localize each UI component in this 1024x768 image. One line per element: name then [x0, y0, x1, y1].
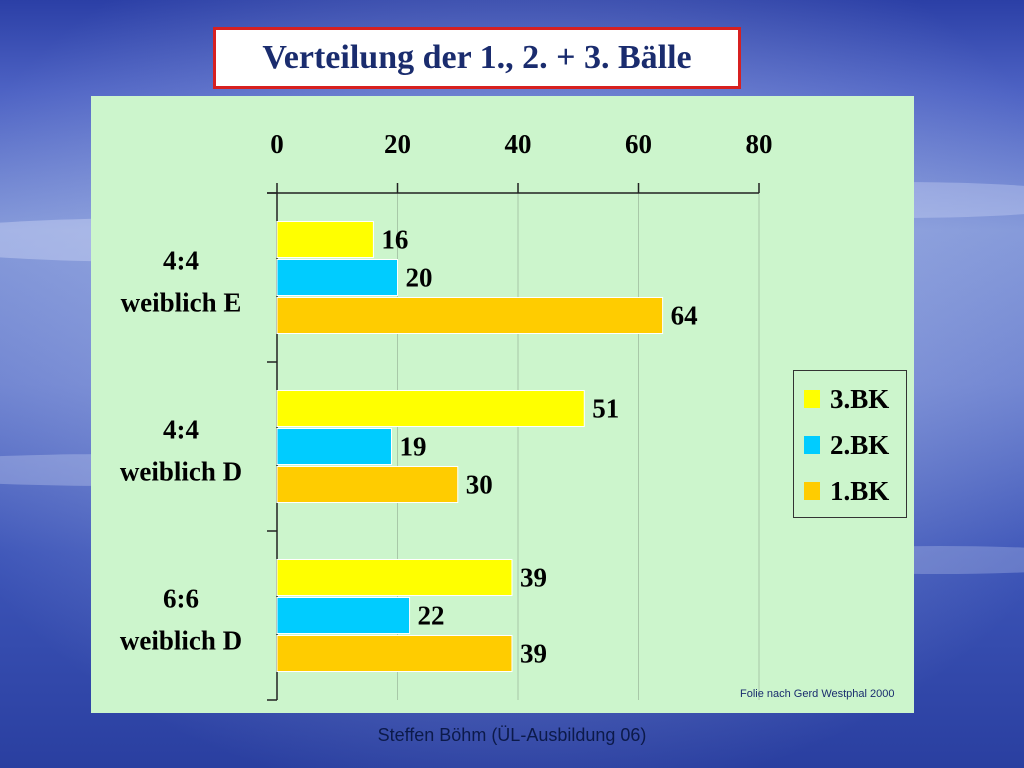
category-label: weiblich D [120, 457, 242, 487]
x-tick-label: 60 [625, 129, 652, 159]
bar [276, 221, 374, 258]
category-label: 4:4 [163, 246, 199, 276]
bar-chart: 0 20 40 60 80 4:4 weiblich E 16 20 64 4:4 weiblich … [120, 129, 773, 701]
bar [276, 259, 398, 296]
legend-item-1bk: 1.BK [804, 475, 889, 507]
bar [276, 635, 513, 672]
category-label: 6:6 [163, 584, 199, 614]
x-tick-label: 40 [505, 129, 532, 159]
bar [276, 297, 664, 334]
legend-item-2bk: 2.BK [804, 429, 889, 461]
bar-value-label: 39 [520, 563, 547, 593]
category-label: 4:4 [163, 415, 199, 445]
bar [276, 390, 585, 427]
chart-legend: 3.BK 2.BK 1.BK [793, 370, 907, 518]
slide-footer: Steffen Böhm (ÜL-Ausbildung 06) [377, 725, 647, 745]
bar [276, 597, 411, 634]
legend-label-3bk: 3.BK [830, 383, 890, 414]
bar [276, 466, 459, 503]
credit-note: Folie nach Gerd Westphal 2000 [740, 688, 895, 700]
bar-value-label: 20 [406, 263, 433, 293]
legend-label-2bk: 2.BK [830, 429, 890, 460]
bar-value-label: 16 [381, 225, 408, 255]
bar [276, 428, 392, 465]
x-tick-label: 0 [270, 129, 284, 159]
bar-value-label: 19 [399, 432, 426, 462]
legend-swatch-2bk [804, 436, 820, 454]
category-label: weiblich D [120, 626, 242, 656]
x-tick-label: 20 [384, 129, 411, 159]
bar-value-label: 30 [466, 470, 493, 500]
legend-item-3bk: 3.BK [804, 383, 889, 415]
legend-label-1bk: 1.BK [830, 475, 890, 506]
legend-swatch-3bk [804, 390, 820, 408]
slide-title: Verteilung der 1., 2. + 3. Bälle [213, 27, 741, 89]
bar-value-label: 64 [671, 301, 698, 331]
bar-value-label: 39 [520, 639, 547, 669]
chart-panel: 0 20 40 60 80 4:4 weiblich E 16 20 64 4:4 weiblich … [91, 96, 914, 713]
bar-value-label: 51 [592, 394, 619, 424]
bar-value-label: 22 [418, 601, 445, 631]
x-tick-label: 80 [746, 129, 773, 159]
bar [276, 559, 513, 596]
legend-swatch-1bk [804, 482, 820, 500]
category-label: weiblich E [121, 288, 242, 318]
